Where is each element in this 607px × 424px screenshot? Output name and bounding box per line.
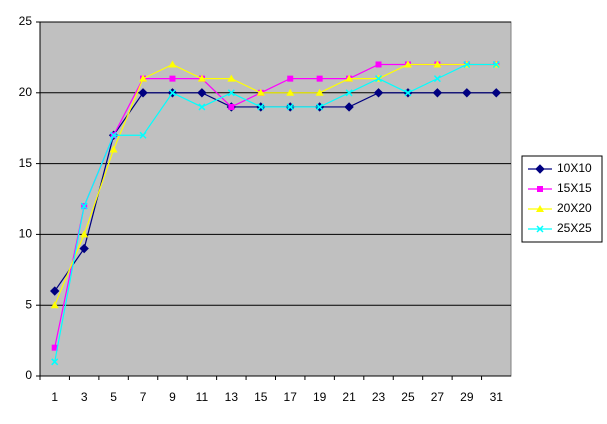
legend-label: 10X10: [557, 161, 592, 175]
marker: [432, 88, 443, 98]
marker: [286, 88, 295, 96]
marker: [404, 89, 412, 97]
marker: [227, 89, 235, 97]
marker: [433, 75, 441, 83]
x-tick-label: 11: [196, 390, 209, 404]
marker: [50, 286, 60, 296]
marker: [286, 103, 294, 111]
x-tick-label: 17: [284, 390, 298, 404]
marker: [257, 103, 265, 111]
marker: [197, 74, 206, 82]
marker: [403, 60, 412, 68]
y-tick-label: 5: [25, 297, 32, 311]
y-tick-label: 25: [19, 14, 33, 28]
marker: [345, 74, 354, 82]
marker: [315, 88, 324, 96]
series-line: [54, 63, 497, 306]
marker: [256, 88, 265, 96]
marker: [51, 358, 59, 366]
marker: [344, 102, 354, 112]
marker: [462, 88, 472, 98]
marker: [316, 75, 323, 82]
legend-label: 20X20: [557, 201, 592, 215]
x-tick-label: 29: [460, 390, 474, 404]
marker: [373, 88, 384, 98]
marker: [50, 301, 59, 309]
marker: [197, 88, 207, 98]
x-tick-label: 5: [110, 390, 117, 404]
marker: [491, 88, 501, 98]
y-tick-label: 20: [19, 85, 33, 99]
x-tick-label: 31: [490, 390, 504, 404]
x-tick-label: 19: [313, 390, 327, 404]
marker: [433, 60, 442, 68]
x-tick-label: 25: [401, 390, 415, 404]
marker: [228, 103, 235, 110]
x-tick-label: 1: [51, 390, 58, 404]
y-tick-label: 10: [19, 227, 33, 241]
marker: [80, 202, 88, 210]
plot-area: [39, 21, 512, 377]
x-tick-label: 15: [254, 390, 268, 404]
marker: [80, 230, 89, 238]
y-tick-label: 15: [19, 156, 33, 170]
x-tick-label: 3: [81, 390, 88, 404]
x-tick-label: 21: [342, 390, 356, 404]
marker: [492, 60, 500, 69]
marker: [345, 89, 353, 97]
legend-label: 25X25: [557, 221, 592, 235]
marker: [110, 131, 118, 139]
x-tick-label: 13: [225, 390, 239, 404]
marker: [537, 186, 543, 192]
marker: [536, 225, 544, 233]
legend-label: 15X15: [557, 181, 592, 195]
marker: [535, 164, 545, 174]
marker: [316, 103, 324, 111]
y-tick-label: 0: [25, 368, 32, 382]
marker: [139, 131, 147, 139]
marker: [168, 60, 177, 68]
x-tick-label: 9: [169, 390, 176, 404]
legend: [521, 155, 603, 243]
marker: [463, 60, 471, 69]
marker: [198, 103, 206, 111]
marker: [168, 89, 176, 97]
marker: [139, 74, 148, 82]
marker: [536, 205, 544, 212]
marker: [375, 61, 382, 68]
marker: [287, 75, 294, 82]
marker: [51, 344, 58, 351]
series-line: [54, 63, 497, 362]
marker: [227, 74, 236, 82]
marker: [138, 88, 148, 98]
marker: [79, 243, 89, 254]
x-tick-label: 7: [140, 390, 147, 404]
marker: [169, 75, 176, 82]
marker: [375, 75, 383, 83]
marker: [109, 145, 118, 153]
x-tick-label: 27: [431, 390, 445, 404]
x-tick-label: 23: [372, 390, 386, 404]
